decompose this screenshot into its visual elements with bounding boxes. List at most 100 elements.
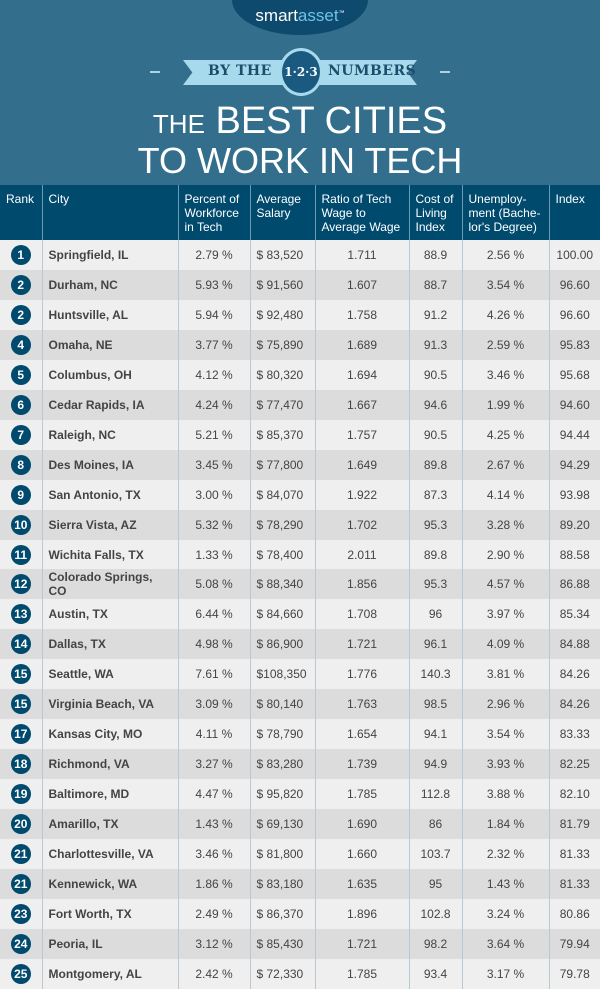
cell-ratio-tech-wage: 1.635 xyxy=(314,869,409,899)
cell-average-salary: $ 78,790 xyxy=(249,719,315,750)
cell-ratio-tech-wage: 1.785 xyxy=(314,958,409,989)
cell-unemployment: 3.88 % xyxy=(461,779,549,810)
cell-cost-of-living: 94.6 xyxy=(408,389,462,420)
col-header-index: Index xyxy=(548,185,600,240)
table-row: 18 Richmond, VA 3.27 % $ 83,280 1.739 94.9 3.9… xyxy=(0,749,600,780)
cell-index: 96.60 xyxy=(548,269,600,300)
table-row: 10 Sierra Vista, AZ 5.32 % $ 78,290 1.702 95.… xyxy=(0,509,600,540)
table-row: 19 Baltimore, MD 4.47 % $ 95,820 1.785 112.8 3… xyxy=(0,779,600,810)
rank-badge: 5 xyxy=(10,364,31,385)
title-line-1: THE BEST CITIES xyxy=(0,100,600,143)
cell-cost-of-living: 96.1 xyxy=(408,629,462,660)
cell-rank: 18 xyxy=(0,749,42,780)
cell-percent-workforce: 4.11 % xyxy=(177,719,250,750)
cell-unemployment: 3.28 % xyxy=(461,509,549,540)
cell-percent-workforce: 6.44 % xyxy=(177,599,250,630)
rank-badge: 18 xyxy=(10,754,31,775)
cell-percent-workforce: 4.24 % xyxy=(177,389,250,420)
cell-rank: 7 xyxy=(0,419,42,450)
rank-badge: 19 xyxy=(10,784,31,805)
cell-percent-workforce: 7.61 % xyxy=(177,659,250,690)
cell-percent-workforce: 5.08 % xyxy=(177,569,250,600)
cell-cost-of-living: 112.8 xyxy=(408,779,462,810)
cell-unemployment: 3.81 % xyxy=(461,659,549,690)
cell-rank: 11 xyxy=(0,539,42,570)
header-banner: smartasset™ BY THE NUMBERS 1·2·3 THE BES… xyxy=(0,0,600,185)
cell-rank: 14 xyxy=(0,629,42,660)
cell-average-salary: $ 92,480 xyxy=(249,299,315,330)
cell-rank: 8 xyxy=(0,449,42,480)
cell-cost-of-living: 98.5 xyxy=(408,689,462,720)
cell-ratio-tech-wage: 1.690 xyxy=(314,809,409,840)
rank-badge: 2 xyxy=(10,304,31,325)
rank-badge: 6 xyxy=(10,394,31,415)
cell-average-salary: $ 69,130 xyxy=(249,809,315,840)
cell-ratio-tech-wage: 1.708 xyxy=(314,599,409,630)
cell-average-salary: $ 85,430 xyxy=(249,928,315,959)
cell-city: Richmond, VA xyxy=(41,749,178,780)
col-header-unemployment: Unemploy-ment (Bache-lor's Degree) xyxy=(461,185,549,240)
cell-index: 79.94 xyxy=(548,928,600,959)
cell-index: 82.25 xyxy=(548,749,600,780)
cell-index: 94.29 xyxy=(548,449,600,480)
cell-cost-of-living: 96 xyxy=(408,599,462,630)
cell-ratio-tech-wage: 1.739 xyxy=(314,749,409,780)
table-row: 11 Wichita Falls, TX 1.33 % $ 78,400 2.011 89… xyxy=(0,539,600,570)
rank-badge: 24 xyxy=(10,933,31,954)
cell-unemployment: 2.59 % xyxy=(461,329,549,360)
cell-average-salary: $ 83,280 xyxy=(249,749,315,780)
cell-average-salary: $108,350 xyxy=(249,659,315,690)
cell-index: 81.33 xyxy=(548,839,600,870)
cell-rank: 12 xyxy=(0,569,42,600)
cell-average-salary: $ 86,370 xyxy=(249,898,315,929)
table-row: 8 Des Moines, IA 3.45 % $ 77,800 1.649 89.8 2.… xyxy=(0,449,600,480)
rank-badge: 25 xyxy=(10,963,31,984)
divider-left xyxy=(150,71,160,73)
rank-badge: 14 xyxy=(10,634,31,655)
cell-unemployment: 3.17 % xyxy=(461,958,549,989)
cell-ratio-tech-wage: 1.607 xyxy=(314,269,409,300)
table-row: 4 Omaha, NE 3.77 % $ 75,890 1.689 91.3 2.59 % 9… xyxy=(0,329,600,360)
cell-ratio-tech-wage: 1.711 xyxy=(314,240,409,270)
cell-cost-of-living: 94.9 xyxy=(408,749,462,780)
cell-cost-of-living: 88.9 xyxy=(408,240,462,270)
cell-average-salary: $ 86,900 xyxy=(249,629,315,660)
cell-city: Wichita Falls, TX xyxy=(41,539,178,570)
cell-cost-of-living: 95 xyxy=(408,869,462,899)
cell-city: Kennewick, WA xyxy=(41,869,178,899)
cell-rank: 1 xyxy=(0,240,42,270)
cell-city: Cedar Rapids, IA xyxy=(41,389,178,420)
cell-percent-workforce: 5.32 % xyxy=(177,509,250,540)
rank-badge: 11 xyxy=(10,544,31,565)
cell-average-salary: $ 84,070 xyxy=(249,479,315,510)
cell-average-salary: $ 95,820 xyxy=(249,779,315,810)
rank-badge: 15 xyxy=(10,664,31,685)
cell-index: 79.78 xyxy=(548,958,600,989)
cell-ratio-tech-wage: 1.649 xyxy=(314,449,409,480)
cell-index: 81.79 xyxy=(548,809,600,840)
cell-city: Sierra Vista, AZ xyxy=(41,509,178,540)
cell-cost-of-living: 98.2 xyxy=(408,928,462,959)
cell-average-salary: $ 80,320 xyxy=(249,359,315,390)
table-row: 25 Montgomery, AL 2.42 % $ 72,330 1.785 93.4 3… xyxy=(0,958,600,989)
col-header-average-salary: Average Salary xyxy=(249,185,315,240)
cell-index: 84.88 xyxy=(548,629,600,660)
cell-unemployment: 3.93 % xyxy=(461,749,549,780)
cell-percent-workforce: 5.94 % xyxy=(177,299,250,330)
cell-city: Seattle, WA xyxy=(41,659,178,690)
cell-index: 81.33 xyxy=(548,869,600,899)
cell-ratio-tech-wage: 1.922 xyxy=(314,479,409,510)
ribbon-right-text: NUMBERS xyxy=(328,63,417,79)
col-header-rank: Rank xyxy=(0,185,42,240)
cell-index: 94.44 xyxy=(548,419,600,450)
cell-city: Virginia Beach, VA xyxy=(41,689,178,720)
rank-badge: 21 xyxy=(10,844,31,865)
cell-average-salary: $ 88,340 xyxy=(249,569,315,600)
cell-city: Montgomery, AL xyxy=(41,958,178,989)
cell-rank: 9 xyxy=(0,479,42,510)
cell-percent-workforce: 3.00 % xyxy=(177,479,250,510)
cell-rank: 25 xyxy=(0,958,42,989)
rank-badge: 15 xyxy=(10,694,31,715)
col-header-ratio-tech-wage: Ratio of Tech Wage to Average Wage xyxy=(314,185,409,240)
cell-index: 82.10 xyxy=(548,779,600,810)
